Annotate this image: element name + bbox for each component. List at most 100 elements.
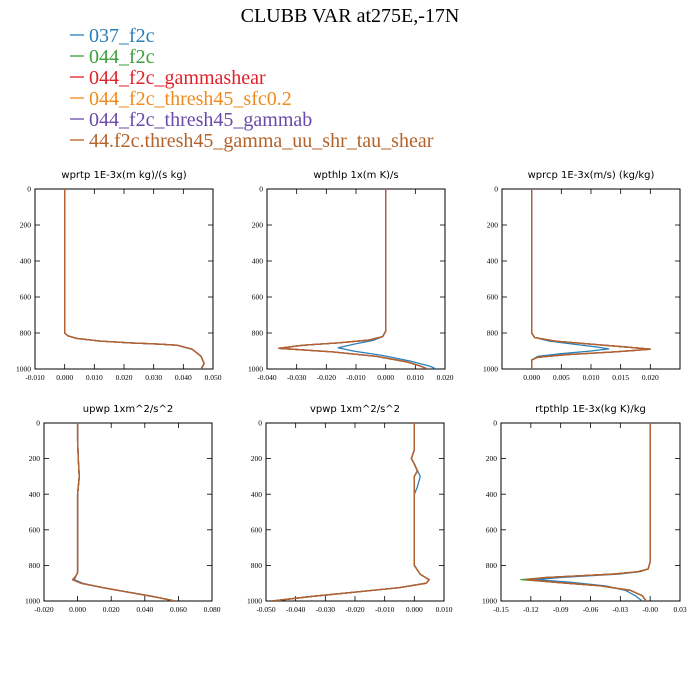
x-tick-label: 0.010 <box>407 373 424 382</box>
legend-entry-4: 044_f2c_thresh45_sfc0.2 <box>89 88 292 110</box>
panel-title-1: wprtp 1E-3x(m kg)/(s kg) <box>61 170 186 181</box>
series-line-5-1 <box>271 423 430 601</box>
series-line-6-2 <box>520 423 651 601</box>
x-tick-label: 0.020 <box>103 605 120 614</box>
legend-entry-1: 037_f2c <box>89 25 155 47</box>
y-tick-label: 200 <box>252 221 264 230</box>
y-tick-label: 400 <box>486 490 498 499</box>
x-tick-label: 0.080 <box>204 605 221 614</box>
y-tick-label: 800 <box>487 329 499 338</box>
y-tick-label: 400 <box>251 490 263 499</box>
series-line-3-5 <box>531 189 651 369</box>
y-tick-label: 0 <box>493 419 497 428</box>
x-tick-label: 0.030 <box>145 373 162 382</box>
series-line-6-1 <box>535 423 651 601</box>
x-tick-label: -0.15 <box>493 605 509 614</box>
series-line-4-6 <box>71 423 176 601</box>
series-line-1-3 <box>64 189 205 369</box>
y-tick-label: 0 <box>258 419 262 428</box>
panel-title-6: rtpthlp 1E-3x(kg K)/kg <box>535 404 646 415</box>
series-line-4-2 <box>71 423 176 601</box>
series-line-5-3 <box>271 423 430 601</box>
series-line-6-3 <box>525 423 651 601</box>
x-tick-label: -0.020 <box>345 605 365 614</box>
panel-5: vpwp 1xm^2/s^2 -0.050 -0.040 -0.030 -0.020 -0… <box>247 404 453 614</box>
x-tick-label: 0.020 <box>116 373 133 382</box>
y-tick-label: 1000 <box>16 365 31 374</box>
panel-title-5: vpwp 1xm^2/s^2 <box>310 404 400 415</box>
x-tick-label: 0.010 <box>583 373 600 382</box>
y-tick-label: 0 <box>27 185 31 194</box>
x-tick-label: -0.020 <box>34 605 54 614</box>
plot-frame-5 <box>265 422 445 602</box>
x-tick-label: 0.010 <box>86 373 103 382</box>
y-tick-label: 0 <box>259 185 263 194</box>
series-line-1-5 <box>64 189 205 369</box>
x-tick-label: -0.06 <box>583 605 599 614</box>
series-line-3-4 <box>531 189 651 369</box>
y-tick-label: 1000 <box>482 597 497 606</box>
y-tick-label: 800 <box>20 329 32 338</box>
x-tick-label: 0.000 <box>56 373 73 382</box>
x-tick-label: -0.03 <box>613 605 629 614</box>
x-tick-label: 0.010 <box>436 605 453 614</box>
panel-2: wpthlp 1x(m K)/s -0.040 -0.030 -0.020 -0.010… <box>248 170 454 382</box>
series-line-4-4 <box>71 423 176 601</box>
y-tick-label: 800 <box>252 329 264 338</box>
legend-entry-6: 44.f2c.thresh45_gamma_uu_shr_tau_shear <box>89 130 434 152</box>
panel-3: wprcp 1E-3x(m/s) (kg/kg) 0.000 0.005 0.010 0… <box>483 170 681 382</box>
y-tick-label: 200 <box>251 454 263 463</box>
y-tick-label: 400 <box>20 257 32 266</box>
legend-entry-3: 044_f2c_gammashear <box>89 67 266 89</box>
y-tick-label: 1000 <box>25 597 40 606</box>
y-tick-label: 600 <box>486 525 498 534</box>
series-line-5-4 <box>271 423 430 601</box>
panel-title-3: wprcp 1E-3x(m/s) (kg/kg) <box>528 170 655 181</box>
series-line-1-2 <box>64 189 205 369</box>
series-line-1-1 <box>64 189 205 369</box>
y-tick-label: 200 <box>487 221 499 230</box>
x-tick-label: 0.015 <box>612 373 629 382</box>
plot-frame-3 <box>501 188 681 370</box>
x-tick-label: 0.000 <box>523 373 540 382</box>
series-line-5-2 <box>271 423 430 601</box>
y-tick-label: 600 <box>29 525 41 534</box>
x-tick-label: 0.020 <box>642 373 659 382</box>
panel-title-4: upwp 1xm^2/s^2 <box>83 404 173 415</box>
x-tick-label: -0.00 <box>642 605 658 614</box>
y-tick-label: 400 <box>29 490 41 499</box>
x-tick-label: -0.010 <box>375 605 395 614</box>
y-tick-label: 600 <box>487 293 499 302</box>
x-tick-label: -0.040 <box>286 605 306 614</box>
y-tick-label: 600 <box>252 293 264 302</box>
series-line-6-6 <box>525 423 651 601</box>
x-tick-label: -0.050 <box>256 605 276 614</box>
x-tick-label: 0.000 <box>69 605 86 614</box>
panel-title-2: wpthlp 1x(m K)/s <box>313 170 398 181</box>
series-line-5-6 <box>271 423 430 601</box>
x-tick-label: -0.020 <box>317 373 337 382</box>
y-tick-label: 400 <box>487 257 499 266</box>
y-tick-label: 600 <box>20 293 32 302</box>
y-tick-label: 0 <box>494 185 498 194</box>
x-tick-label: -0.030 <box>316 605 336 614</box>
y-tick-label: 800 <box>29 561 41 570</box>
x-tick-label: -0.010 <box>25 373 45 382</box>
series-line-3-6 <box>531 189 651 369</box>
series-line-4-1 <box>73 423 176 601</box>
x-tick-label: 0.060 <box>170 605 187 614</box>
x-tick-label: -0.040 <box>257 373 277 382</box>
panels: wprtp 1E-3x(m kg)/(s kg) -0.010 0.000 0.010… <box>16 170 687 614</box>
x-tick-label: -0.010 <box>346 373 366 382</box>
y-tick-label: 0 <box>36 419 40 428</box>
series-line-4-5 <box>71 423 176 601</box>
plot-frame-4 <box>43 422 213 602</box>
y-tick-label: 600 <box>251 525 263 534</box>
y-tick-label: 200 <box>486 454 498 463</box>
x-tick-label: 0.020 <box>437 373 454 382</box>
y-tick-label: 800 <box>251 561 263 570</box>
panel-4: upwp 1xm^2/s^2 -0.020 0.000 0.020 0.040 0.060… <box>25 404 221 614</box>
plot-frame-2 <box>266 188 446 370</box>
series-line-2-6 <box>278 189 428 369</box>
series-line-6-4 <box>525 423 651 601</box>
